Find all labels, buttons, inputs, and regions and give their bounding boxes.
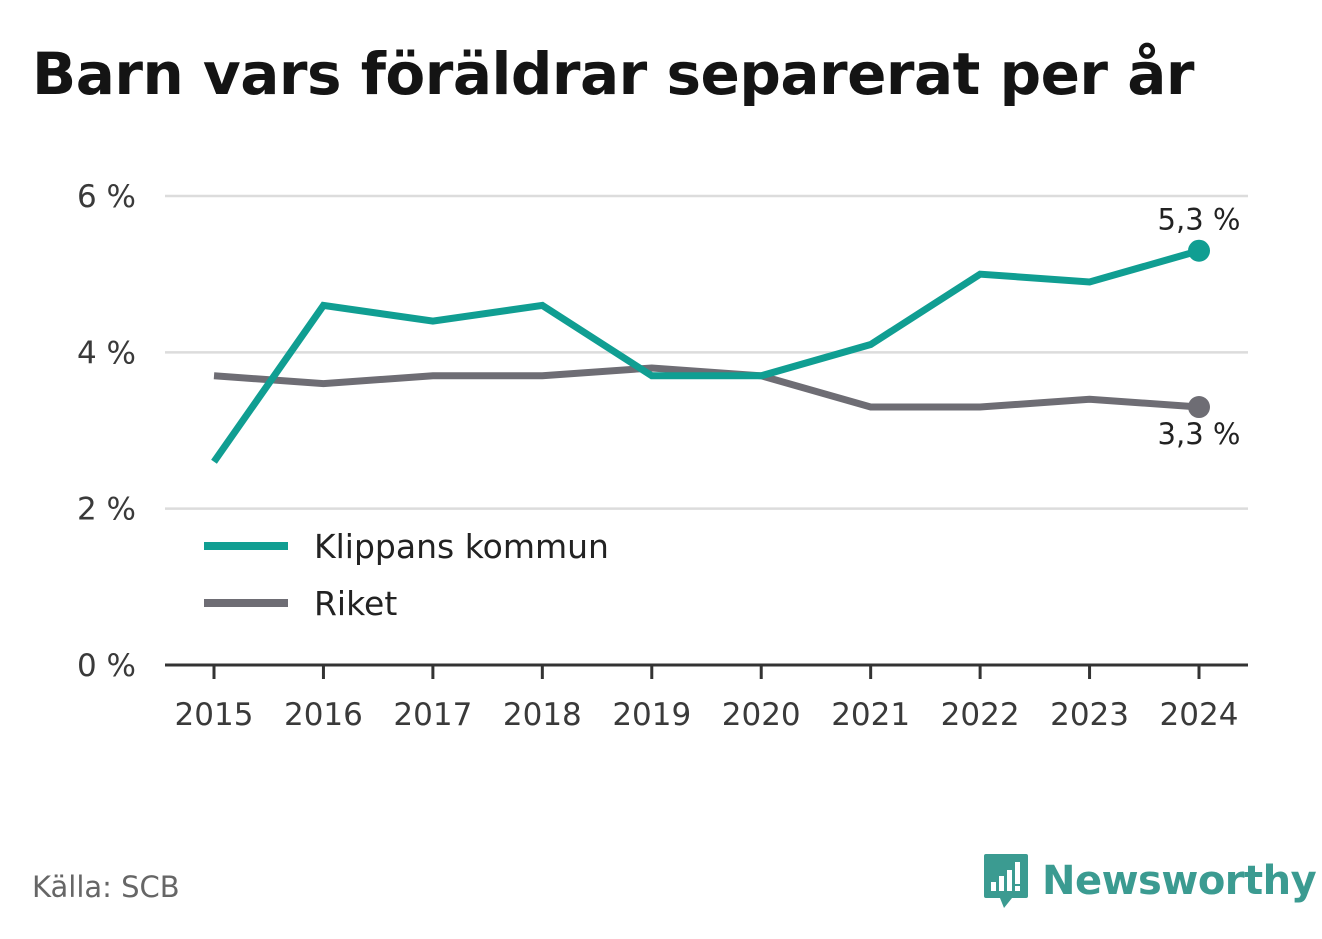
series-lines bbox=[211, 239, 1210, 464]
series-end-point bbox=[1188, 239, 1210, 262]
x-tick-label: 2023 bbox=[1050, 697, 1129, 733]
end-labels: 5,3 % 3,3 % bbox=[1158, 203, 1241, 451]
x-tick-label: 2022 bbox=[941, 697, 1020, 733]
y-tick-label: 6 % bbox=[77, 179, 136, 215]
brand-name: Newsworthy bbox=[1042, 858, 1317, 904]
x-axis: 2015 2016 2017 2018 2019 2020 2021 2022 2023 2024 bbox=[165, 663, 1248, 733]
x-tick-label: 2019 bbox=[612, 697, 691, 733]
y-tick-label: 0 % bbox=[77, 648, 136, 684]
legend: Klippans kommun Riket bbox=[204, 527, 609, 623]
legend-label: Riket bbox=[314, 584, 397, 623]
y-tick-label: 4 % bbox=[77, 335, 136, 371]
source-note: Källa: SCB bbox=[32, 870, 180, 904]
x-tick-label: 2016 bbox=[284, 697, 363, 733]
x-tick-label: 2020 bbox=[722, 697, 801, 733]
x-tick-label: 2018 bbox=[503, 697, 582, 733]
x-tick-label: 2015 bbox=[175, 697, 254, 733]
chart-title: Barn vars föräldrar separerat per år bbox=[32, 40, 1194, 108]
end-value-label: 3,3 % bbox=[1158, 417, 1241, 451]
x-tick-label: 2021 bbox=[831, 697, 910, 733]
series-end-point bbox=[1188, 396, 1210, 419]
series-line-1 bbox=[213, 364, 1200, 411]
series-line-0 bbox=[211, 247, 1200, 464]
y-tick-label: 2 % bbox=[77, 492, 136, 528]
brand-logo: Newsworthy bbox=[982, 852, 1317, 910]
end-value-label: 5,3 % bbox=[1158, 203, 1241, 237]
y-axis-ticks: 0 % 2 % 4 % 6 % bbox=[77, 179, 136, 684]
legend-label: Klippans kommun bbox=[314, 527, 609, 566]
x-tick-label: 2024 bbox=[1160, 697, 1239, 733]
x-tick-label: 2017 bbox=[393, 697, 472, 733]
newsworthy-logo-icon bbox=[984, 854, 1028, 908]
grid-lines bbox=[165, 194, 1248, 510]
